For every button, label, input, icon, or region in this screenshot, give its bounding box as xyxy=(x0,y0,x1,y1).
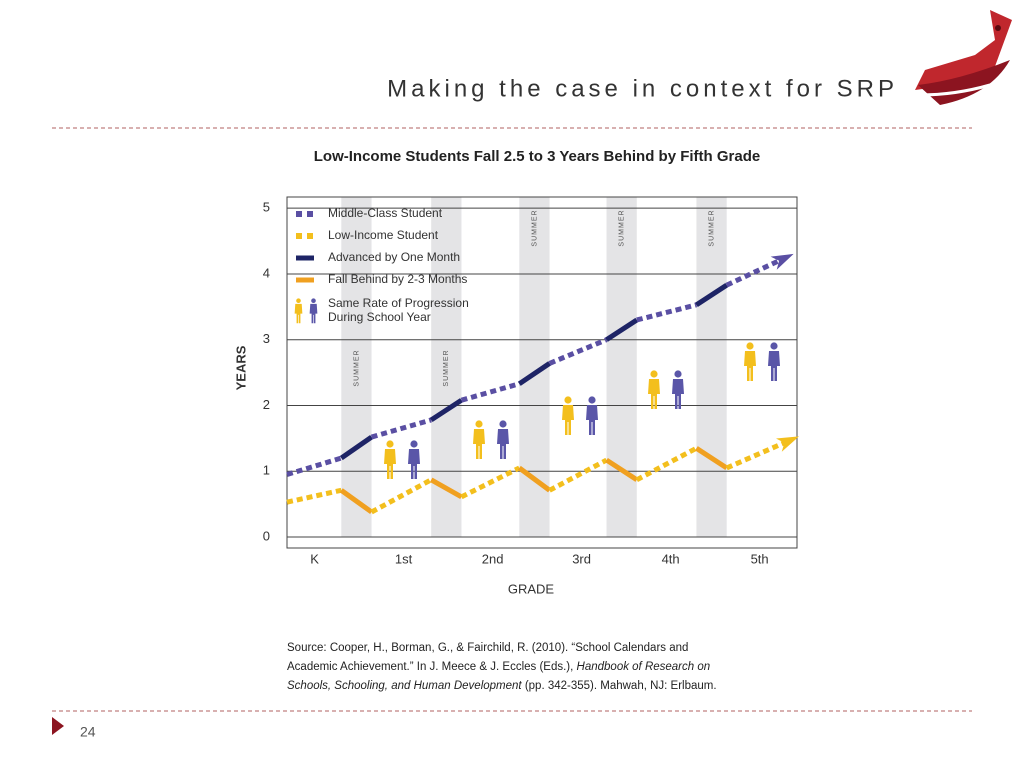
legend-swatch xyxy=(296,277,314,283)
legend-label: Advanced by One Month xyxy=(328,250,460,264)
legend-label: During School Year xyxy=(328,310,431,324)
source-text: Schools, Schooling, and Human Developmen… xyxy=(287,680,522,692)
person-icon xyxy=(648,370,660,409)
source-text: Handbook of Research on xyxy=(577,661,711,673)
person-icon xyxy=(586,396,598,435)
y-tick-label: 3 xyxy=(263,331,270,346)
slide-title: Making the case in context for SRP xyxy=(387,75,898,102)
legend-swatch xyxy=(307,233,313,239)
legend-label: Low-Income Student xyxy=(328,228,439,242)
school-segment xyxy=(460,465,521,500)
y-tick-label: 1 xyxy=(263,463,270,478)
legend-swatch xyxy=(296,211,302,217)
source-text: (pp. 342-355). Mahwah, NJ: Erlbaum. xyxy=(522,680,717,692)
page-number: 24 xyxy=(80,724,96,740)
school-segment xyxy=(370,417,432,440)
school-segment xyxy=(548,337,608,366)
school-segment xyxy=(635,446,698,482)
band-label: SUMMER xyxy=(708,209,715,246)
school-segment xyxy=(725,438,791,471)
chart-title: Low-Income Students Fall 2.5 to 3 Years … xyxy=(314,148,760,165)
y-axis-label: YEARS xyxy=(233,345,248,390)
summer-segment xyxy=(429,398,463,423)
source-line: Academic Achievement.” In J. Meece & J. … xyxy=(287,661,710,673)
legend-label: Same Rate of Progression xyxy=(328,296,469,310)
logo xyxy=(915,10,1012,105)
school-segment xyxy=(460,381,520,403)
band-label: SUMMER xyxy=(619,209,626,246)
page-marker xyxy=(52,717,64,735)
summer-segment xyxy=(695,283,729,307)
legend: Middle-Class Student Low-Income Student Ad… xyxy=(296,206,469,324)
person-icon xyxy=(562,396,574,435)
person-icon xyxy=(497,420,509,459)
x-tick-label: 1st xyxy=(395,551,413,566)
legend-swatch xyxy=(296,255,314,261)
school-segment xyxy=(286,455,343,477)
y-tick-label: 2 xyxy=(263,397,270,412)
school-segment xyxy=(725,255,786,288)
legend-swatch xyxy=(296,233,302,239)
summer-segment xyxy=(605,317,639,342)
legend-swatch xyxy=(307,211,313,217)
person-icon xyxy=(384,440,396,479)
summer-segment xyxy=(695,446,729,471)
school-segment xyxy=(286,487,342,505)
school-segment xyxy=(548,457,608,493)
source-line: Source: Cooper, H., Borman, G., & Fairch… xyxy=(287,642,688,654)
x-tick-label: 3rd xyxy=(572,551,591,566)
band-label: SUMMER xyxy=(353,349,360,386)
summer-segment xyxy=(429,477,463,500)
summer-band xyxy=(696,197,727,537)
person-icon xyxy=(672,370,684,409)
arrow-head xyxy=(770,253,794,270)
summer-segment xyxy=(339,434,373,461)
x-tick-label: 4th xyxy=(662,551,680,566)
source-line: Schools, Schooling, and Human Developmen… xyxy=(287,680,717,692)
x-tick-label: 5th xyxy=(751,551,769,566)
y-tick-label: 4 xyxy=(263,265,270,280)
band-label: SUMMER xyxy=(443,349,450,386)
legend-icon xyxy=(294,298,303,324)
summer-band xyxy=(341,197,372,537)
summer-segment xyxy=(605,457,639,482)
y-tick-label: 0 xyxy=(263,528,270,543)
person-icon xyxy=(473,420,485,459)
x-tick-label: 2nd xyxy=(482,551,504,566)
arrow-head xyxy=(775,436,800,452)
y-tick-label: 5 xyxy=(263,200,270,215)
school-segment xyxy=(370,477,433,515)
x-tick-label: K xyxy=(310,551,319,566)
source-text: Source: Cooper, H., Borman, G., & Fairch… xyxy=(287,642,688,654)
legend-label: Fall Behind by 2-3 Months xyxy=(328,272,467,286)
source: Source: Cooper, H., Borman, G., & Fairch… xyxy=(287,642,717,692)
band-label: SUMMER xyxy=(531,209,538,246)
plot-frame xyxy=(286,196,798,549)
person-icon xyxy=(744,342,756,381)
summer-segment xyxy=(339,488,374,515)
person-icon xyxy=(768,342,780,381)
person-icon xyxy=(408,440,420,479)
summer-segment xyxy=(517,465,552,493)
school-segment xyxy=(636,302,698,323)
source-text: Academic Achievement.” In J. Meece & J. … xyxy=(287,661,577,673)
legend-icon xyxy=(309,298,318,324)
summer-segment xyxy=(517,361,551,386)
legend-label: Middle-Class Student xyxy=(328,206,443,220)
summer-band xyxy=(606,197,637,537)
plot: SUMMER SUMMER SUMMER SUMMER SUMMER 0 1 2 3 4 5 K 1st… xyxy=(263,196,800,566)
x-axis-label: GRADE xyxy=(508,581,555,596)
